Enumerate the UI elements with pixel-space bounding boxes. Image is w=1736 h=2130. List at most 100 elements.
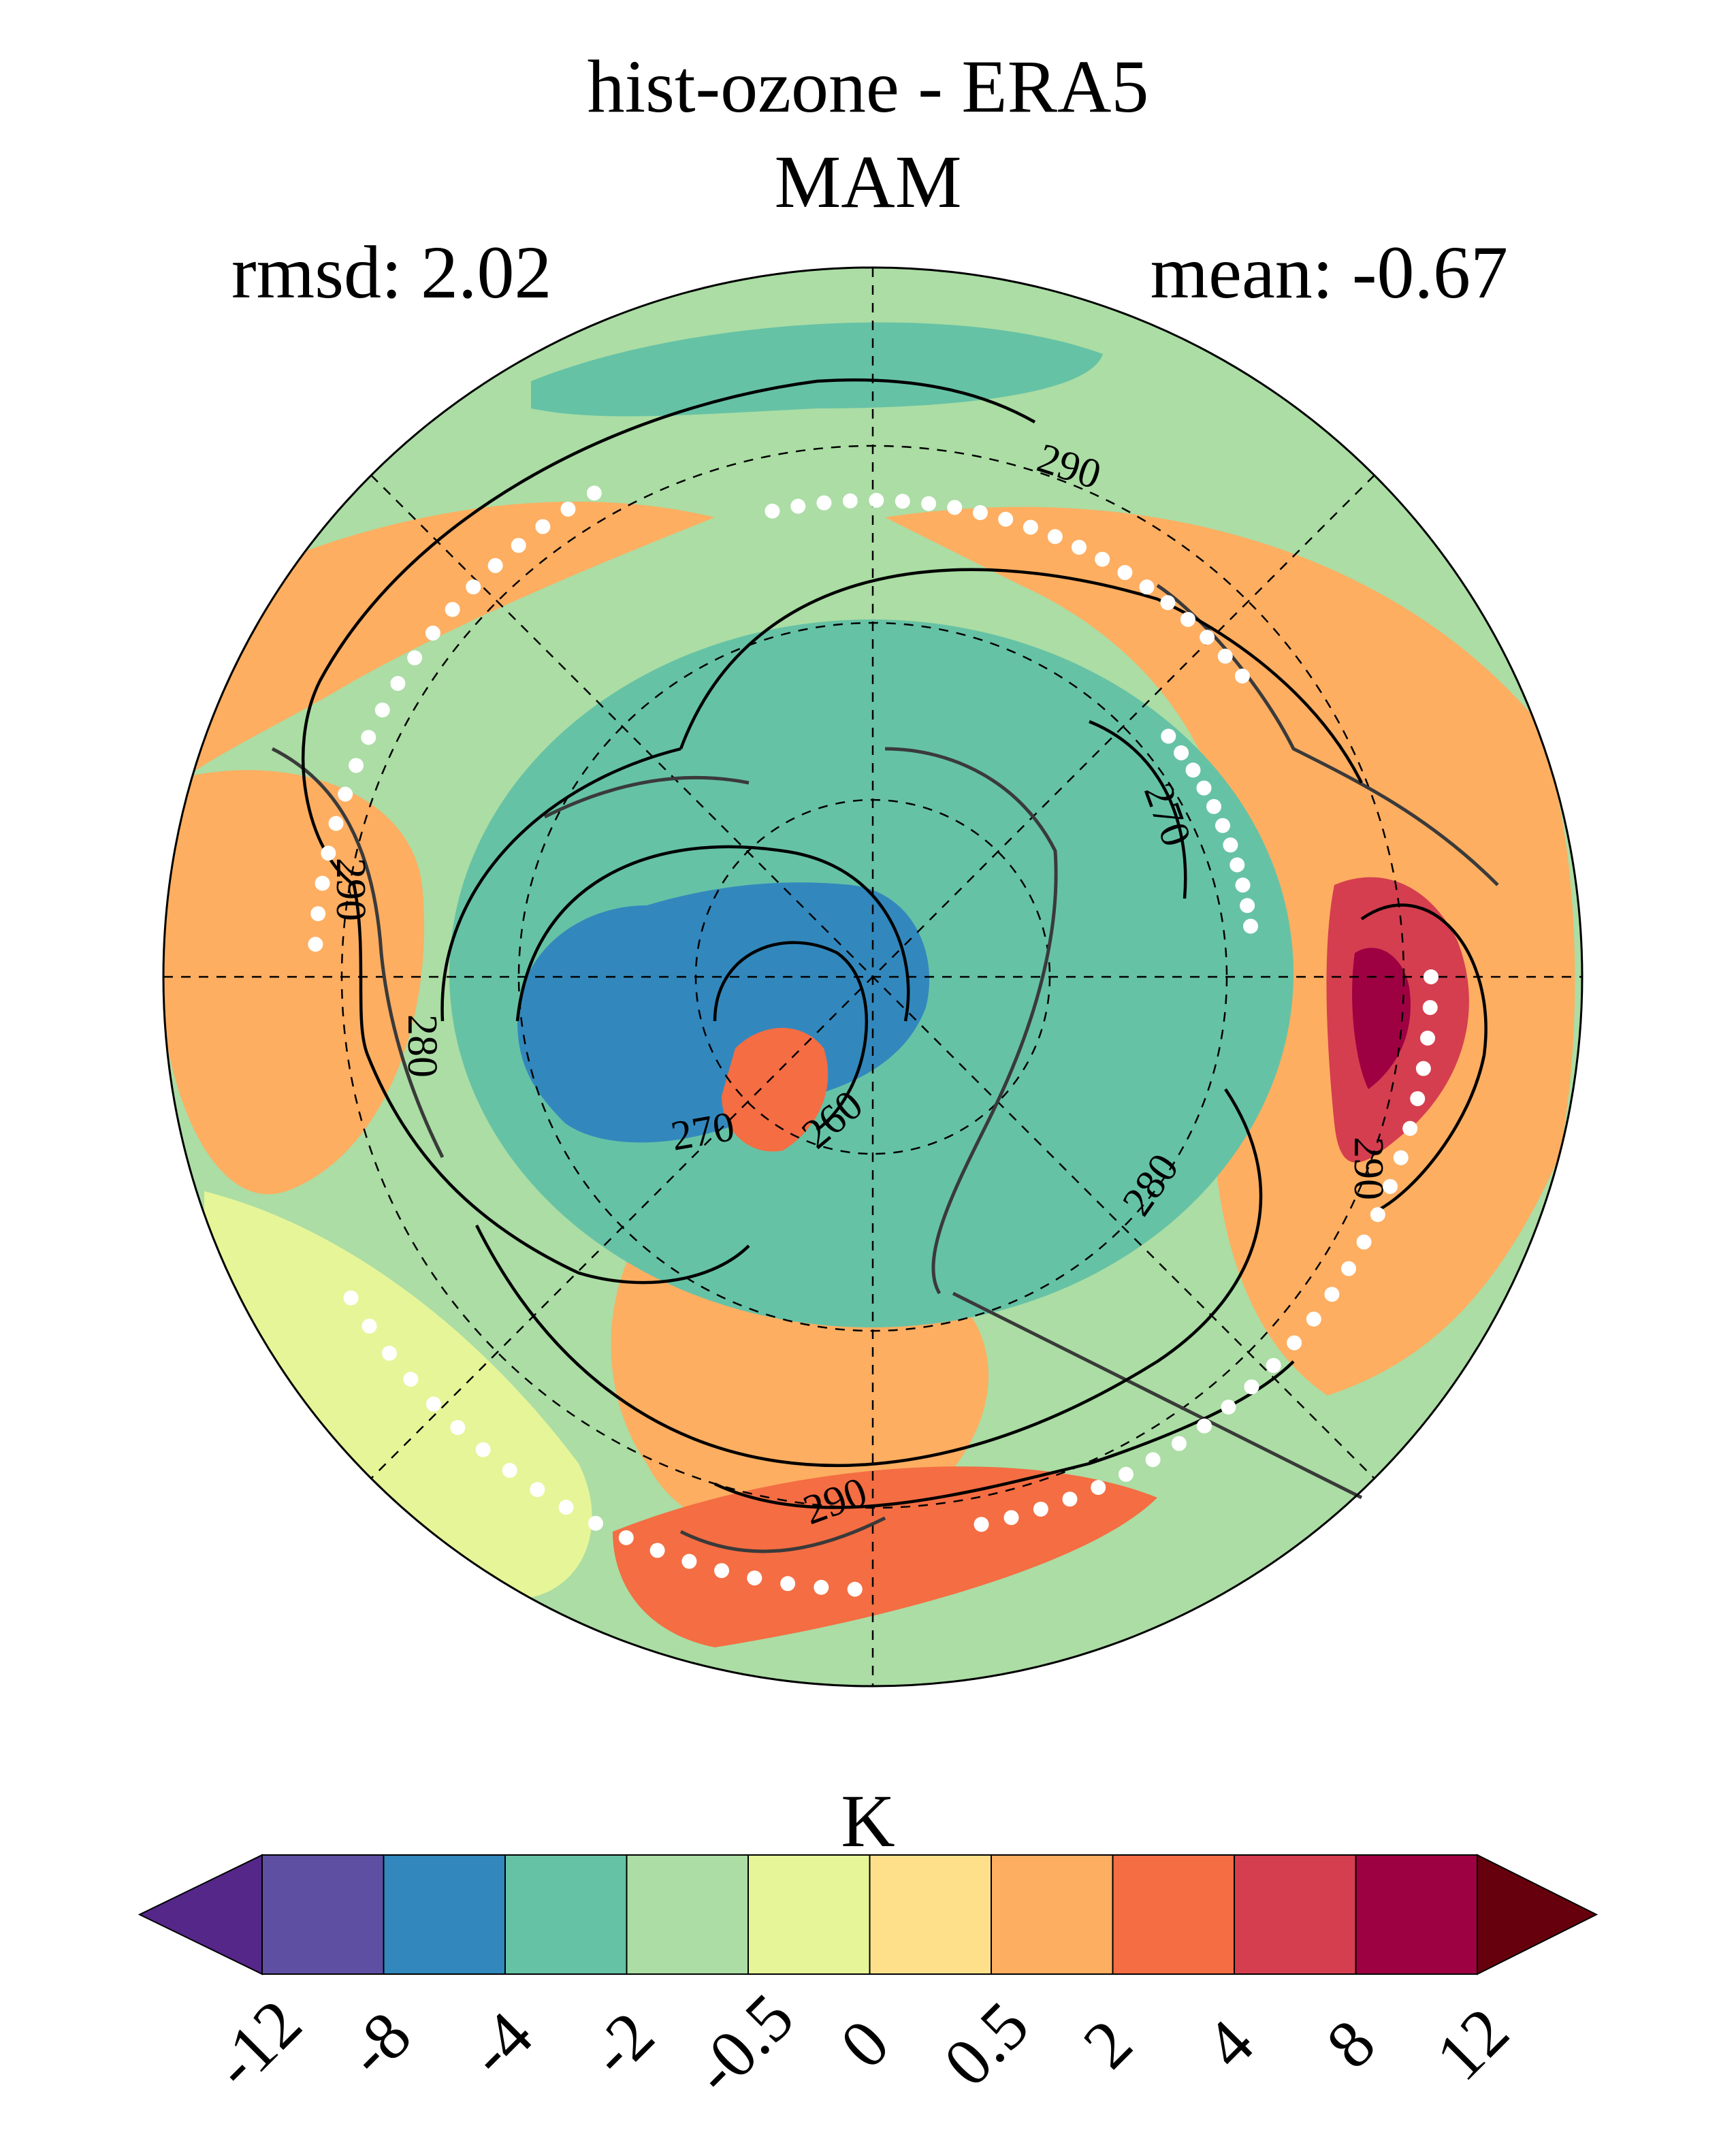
colorbar-tick-label: 2 <box>1069 2005 1146 2083</box>
stipple-dot <box>586 485 602 501</box>
stipple-dot <box>1420 1031 1436 1046</box>
map-boundary <box>162 266 1584 1688</box>
colorbar-tick-label: 4 <box>1191 2005 1268 2083</box>
mean-label: mean: -0.67 <box>1150 231 1508 314</box>
stipple-dot <box>1161 728 1176 744</box>
stipple-dot <box>425 626 440 641</box>
field-hot-east <box>1352 948 1411 1089</box>
stipple-dot <box>1047 529 1063 545</box>
stipple-dot <box>974 1517 989 1532</box>
colorbar-box <box>1234 1854 1357 1975</box>
stipple-dot <box>1003 1510 1019 1526</box>
stipple-dot <box>1118 1466 1134 1482</box>
coastline-alaska <box>271 747 445 1159</box>
colorbar-box <box>748 1854 871 1975</box>
stipple-dot <box>1160 595 1176 611</box>
stipple-dot <box>1266 1357 1281 1373</box>
stipple-dot <box>328 816 344 831</box>
contour-280-south <box>475 1088 1263 1468</box>
stipple-dot <box>338 786 353 802</box>
colorbar-over-triangle <box>1477 1854 1598 1975</box>
stipple-dot <box>450 1420 466 1436</box>
stipple-dot <box>1215 818 1230 833</box>
stipple-dot <box>511 538 526 553</box>
stipple-dot <box>790 498 806 514</box>
stipple-dot <box>1410 1091 1426 1106</box>
stipple-dot <box>1393 1150 1409 1165</box>
stipple-dot <box>1071 539 1087 555</box>
colorbar-boxes <box>138 1854 1598 1975</box>
stipple-dot <box>1185 762 1201 778</box>
stipple-dot <box>1200 630 1215 645</box>
coastline-africa <box>679 1516 886 1553</box>
contour-260 <box>713 941 869 1131</box>
stipple-dot <box>847 1581 863 1597</box>
colorbar-tick-label: 8 <box>1312 2005 1389 2083</box>
stipple-dot <box>560 501 576 517</box>
stipple-dot <box>972 505 988 521</box>
colorbar-tick-label: -0.5 <box>678 1979 807 2108</box>
contour-label: 270 <box>668 1103 738 1160</box>
stipple-dot <box>588 1515 604 1531</box>
chart-subtitle: MAM <box>774 140 962 223</box>
stipple-dot <box>1221 1400 1236 1415</box>
polar-map: 290 270 290 280 270 260 280 290 290 <box>162 266 1584 1688</box>
colorbar-under-triangle <box>138 1854 263 1975</box>
stipple-dot <box>530 1482 545 1498</box>
colorbar-ticks: -12 -8 -4 -2 -0.5 0 0.5 2 4 8 12 <box>198 1979 1523 2108</box>
colorbar-tick-label: 0.5 <box>929 1987 1043 2101</box>
significance-stippling <box>308 485 1438 1597</box>
stipple-dot <box>1370 1207 1385 1223</box>
stipple-dot <box>921 496 937 511</box>
colorbar-tick-label: -12 <box>198 1985 316 2103</box>
stipple-dot <box>649 1543 665 1558</box>
stipple-dot <box>747 1570 762 1586</box>
stipple-dot <box>816 495 832 511</box>
stipple-dot <box>1117 565 1133 581</box>
stipple-dot <box>321 845 336 861</box>
contour-290-east <box>1360 903 1488 1214</box>
stipple-dot <box>842 493 858 509</box>
contour-label: 280 <box>399 1014 445 1078</box>
stipple-dot <box>1196 780 1212 796</box>
stipple-dot <box>475 1442 491 1457</box>
stipple-dot <box>390 676 406 692</box>
stipple-dot <box>1287 1335 1302 1351</box>
stipple-dot <box>374 703 390 718</box>
colorbar-box <box>626 1854 749 1975</box>
contour-280-north <box>679 568 1364 784</box>
contour-290-west <box>302 679 750 1285</box>
stipple-dot <box>1171 1436 1187 1451</box>
stipple-dot <box>535 519 551 534</box>
coastline-europe <box>952 1291 1363 1500</box>
stipple-dot <box>714 1563 730 1579</box>
stipple-dot <box>445 602 460 617</box>
contour-label: 290 <box>327 858 374 921</box>
stipple-dot <box>1145 1452 1161 1468</box>
stipple-dot <box>1234 668 1250 684</box>
contour-280-west <box>440 747 681 1022</box>
stipple-dot <box>1382 1178 1398 1194</box>
stipple-dot <box>1240 898 1255 914</box>
stipple-dot <box>425 1396 441 1412</box>
stipple-dot <box>618 1530 634 1545</box>
stipple-dot <box>1244 1379 1259 1395</box>
stipple-dot <box>1356 1234 1372 1250</box>
stipple-dot <box>1206 798 1221 814</box>
colorbar-tick-label: -2 <box>575 1997 668 2091</box>
stipple-dot <box>1415 1061 1431 1076</box>
stipple-dot <box>681 1553 697 1569</box>
stipple-dot <box>315 875 330 891</box>
stipple-dot <box>1341 1261 1357 1276</box>
stipple-dot <box>1062 1491 1078 1507</box>
stipple-dot <box>310 906 326 922</box>
colorbar-box <box>1355 1854 1478 1975</box>
field-yellow-sw <box>204 1191 592 1600</box>
coastline-greenland <box>884 747 1058 1295</box>
stipple-dot <box>1091 1480 1106 1496</box>
stipple-dot <box>1139 579 1155 595</box>
stipple-dot <box>1033 1501 1048 1517</box>
stipple-dot <box>947 500 963 515</box>
stipple-dot <box>1223 837 1238 853</box>
